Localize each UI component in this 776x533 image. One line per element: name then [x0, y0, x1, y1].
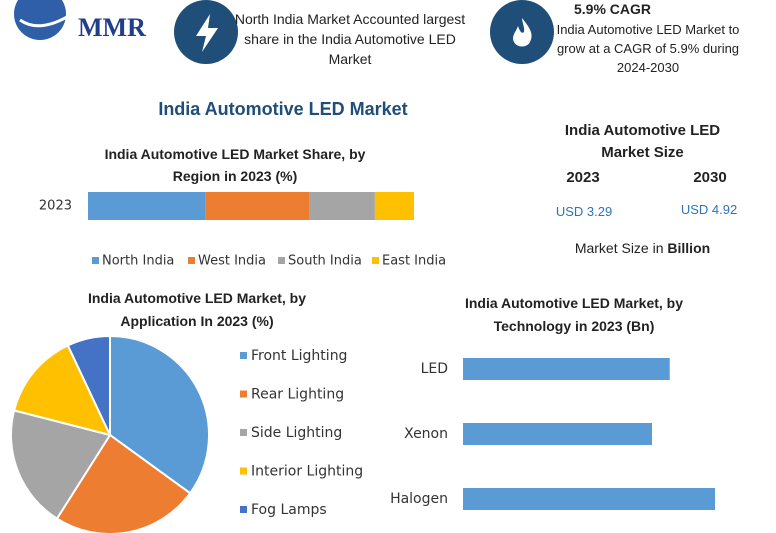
logo-text: MMR — [78, 13, 146, 42]
legend-swatch — [92, 257, 99, 264]
legend-swatch — [240, 429, 247, 436]
flame-icon — [513, 18, 532, 47]
legend-swatch — [278, 257, 285, 264]
main-title: India Automotive LED Market — [158, 99, 408, 119]
size-title: India Automotive LED Market Size — [564, 122, 721, 161]
legend-swatch — [240, 352, 247, 359]
logo-globe — [14, 0, 66, 40]
legend-swatch — [240, 506, 247, 513]
size-year: 2023 — [566, 169, 600, 186]
pie-slice — [55, 433, 192, 533]
legend-swatch — [240, 390, 247, 398]
icon-circle — [490, 0, 554, 64]
pie-slice — [12, 344, 112, 437]
legend-label: North India — [102, 254, 174, 269]
legend-swatch — [372, 257, 379, 264]
bar-segment — [205, 192, 310, 220]
legend-label: West India — [198, 254, 266, 269]
pie-slice — [66, 334, 111, 436]
category-label: LED — [421, 361, 448, 377]
size-value: USD 3.29 — [555, 204, 613, 219]
legend-swatch — [188, 257, 195, 264]
legend-label: Fog Lamps — [251, 502, 327, 518]
legend-label: Interior Lighting — [251, 464, 363, 480]
legend-swatch — [240, 467, 247, 475]
category-label: 2023 — [39, 199, 72, 214]
note-text: Market Size in — [574, 240, 664, 256]
logo-swoosh — [19, 12, 73, 28]
legend-label: Rear Lighting — [251, 387, 344, 403]
legend-label: Front Lighting — [251, 348, 347, 364]
bar-segment — [88, 192, 206, 220]
lightning-icon — [196, 14, 218, 52]
bar-segment — [374, 192, 414, 220]
legend-label: East India — [382, 254, 446, 269]
size-year: 2030 — [693, 169, 727, 186]
chart-title: India Automotive LED Market Share, by Re… — [104, 146, 366, 184]
size-value: USD 4.92 — [680, 202, 738, 217]
category-label: Xenon — [404, 426, 448, 442]
bar-segment — [309, 192, 375, 220]
bar — [463, 423, 652, 445]
highlight-text: North India Market Accounted largest sha… — [234, 11, 466, 67]
chart-title: India Automotive LED Market, by Technolo… — [464, 295, 684, 334]
cagr-text: India Automotive LED Market to grow at a… — [556, 22, 740, 75]
legend-label: Side Lighting — [251, 425, 342, 441]
note-unit: Billion — [667, 240, 711, 256]
bar — [463, 358, 670, 380]
cagr-title: 5.9% CAGR — [573, 1, 652, 17]
size-note: Market Size in Billion — [545, 240, 740, 256]
bar — [463, 488, 715, 510]
legend-label: South India — [288, 254, 362, 269]
pie-slice — [109, 334, 210, 495]
chart-title: India Automotive LED Market, by Applicat… — [87, 290, 307, 329]
pie-slice — [10, 409, 112, 520]
category-label: Halogen — [390, 491, 448, 507]
